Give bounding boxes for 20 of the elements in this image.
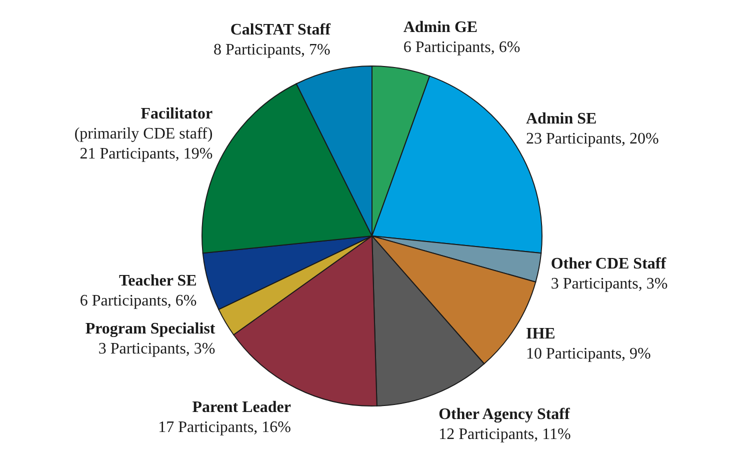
data-label: 6 Participants, 6% [403,39,520,56]
data-label: 3 Participants, 3% [550,276,668,293]
data-label: 6 Participants, 6% [80,292,197,310]
data-label: 23 Participants, 20% [526,130,659,148]
slice-label: IHE [526,326,556,343]
slice-label: Other Agency Staff [438,406,571,423]
slice-label: Admin GE [403,19,478,36]
data-label: 21 Participants, 19% [80,146,213,163]
slice-label: CalSTAT Staff [230,21,332,38]
slice-label: Parent Leader [192,398,292,416]
slice-label: Admin SE [526,110,597,128]
data-label: 17 Participants, 16% [158,418,292,436]
slice-label: Facilitator (primarily CDE staff) [74,106,213,143]
slice-label: Teacher SE [118,272,197,290]
slice-label: Other CDE Staff [550,256,667,273]
data-label: 10 Participants, 9% [526,346,651,363]
slice-label: Program Specialist [85,320,216,338]
data-label: 3 Participants, 3% [98,340,216,358]
data-label: 8 Participants, 7% [214,41,330,58]
data-label: 12 Participants, 11% [438,426,571,443]
